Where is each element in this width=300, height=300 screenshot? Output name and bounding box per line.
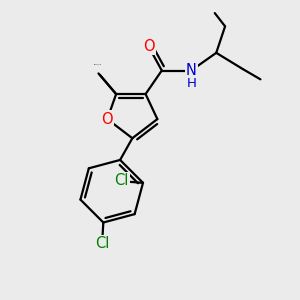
Text: N: N bbox=[186, 63, 197, 78]
Text: Cl: Cl bbox=[95, 236, 109, 251]
Text: Cl: Cl bbox=[115, 173, 129, 188]
Text: O: O bbox=[101, 112, 113, 127]
Text: H: H bbox=[187, 77, 197, 90]
Text: O: O bbox=[143, 39, 154, 54]
Text: methyl_line: methyl_line bbox=[94, 63, 102, 65]
